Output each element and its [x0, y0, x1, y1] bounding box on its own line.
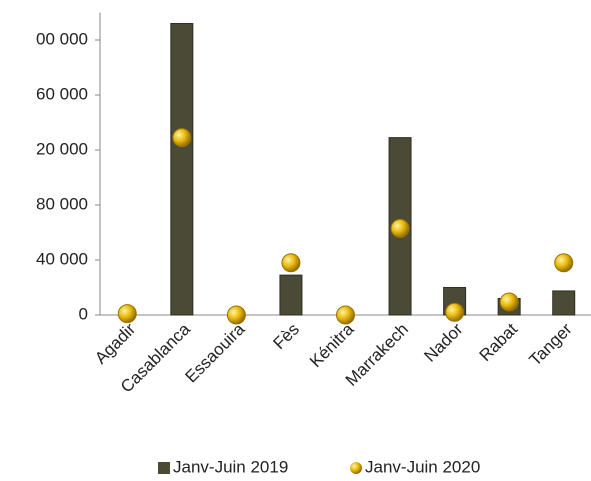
dot	[390, 218, 410, 238]
y-tick-label: 20 000	[36, 139, 88, 158]
legend-swatch	[158, 462, 170, 474]
dot	[281, 253, 301, 273]
y-tick-label: 80 000	[36, 194, 88, 213]
dot	[117, 304, 137, 324]
bar	[279, 274, 303, 316]
dot	[445, 302, 465, 322]
y-tick-label: 60 000	[36, 84, 88, 103]
legend-swatch	[350, 462, 362, 474]
y-tick-label: 0	[79, 304, 88, 323]
legend-label: Janv-Juin 2020	[365, 457, 480, 476]
legend-label: Janv-Juin 2019	[173, 457, 288, 476]
x-tick-label: Tanger	[526, 319, 576, 369]
dot	[172, 128, 192, 148]
dot	[336, 305, 355, 325]
dot	[226, 305, 246, 325]
dot	[499, 292, 519, 312]
bar	[170, 23, 194, 316]
x-tick-label: Kénitra	[306, 319, 358, 371]
bar	[552, 290, 576, 316]
y-tick-label: 40 000	[36, 249, 88, 268]
dot	[554, 253, 574, 273]
x-tick-label: Nador	[420, 319, 466, 365]
y-tick-label: 00 000	[36, 29, 88, 48]
x-tick-label: Rabat	[476, 319, 522, 365]
x-tick-label: Fès	[269, 320, 302, 353]
x-tick-label: Agadir	[91, 319, 139, 367]
x-tick-label: Essaouira	[181, 319, 248, 386]
